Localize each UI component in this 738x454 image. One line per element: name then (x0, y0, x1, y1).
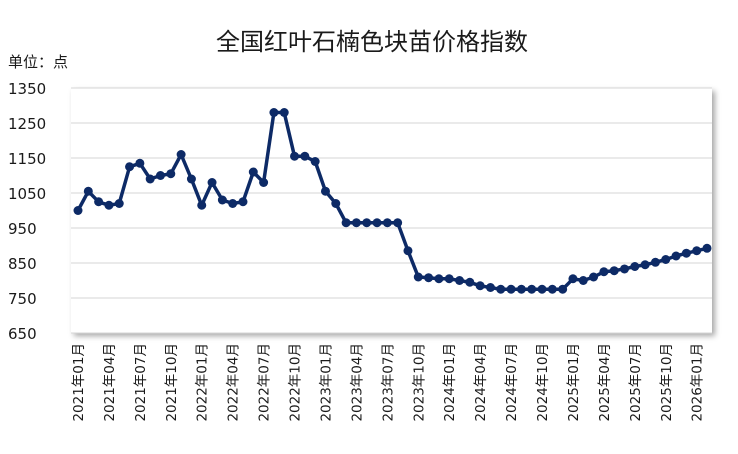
data-point (413, 272, 423, 282)
data-point (589, 272, 599, 282)
x-tick-label: 2022年07月 (257, 343, 273, 422)
data-point (692, 246, 702, 256)
x-tick-label: 2024年01月 (442, 343, 458, 422)
data-point (496, 284, 506, 294)
data-point (135, 158, 145, 168)
x-tick-label: 2022年10月 (288, 343, 304, 422)
x-tick-label: 2023年07月 (380, 343, 396, 422)
x-tick-label: 2022年04月 (226, 343, 242, 422)
data-point (702, 243, 712, 253)
y-tick-label: 650 (8, 325, 37, 343)
x-tick-label: 2023年10月 (411, 343, 427, 422)
data-point (485, 283, 495, 292)
data-point (145, 174, 155, 184)
x-tick-label: 2021年10月 (164, 343, 180, 422)
data-point (83, 186, 93, 196)
y-tick-label: 850 (8, 255, 37, 273)
x-tick-label: 2025年01月 (566, 343, 582, 422)
data-point (506, 284, 516, 294)
data-point (186, 174, 196, 184)
data-point (650, 257, 660, 267)
data-point (661, 255, 671, 264)
x-tick-label: 2025年04月 (597, 343, 613, 422)
data-point (403, 246, 413, 256)
x-tick-label: 2026年01月 (690, 343, 706, 422)
data-point (465, 277, 475, 287)
data-point (640, 260, 650, 270)
data-point (259, 178, 269, 187)
data-point (681, 248, 691, 258)
data-point (393, 218, 403, 228)
data-point (73, 206, 83, 215)
y-tick-label: 1150 (8, 150, 46, 168)
data-point (207, 178, 217, 187)
x-tick-label: 2025年07月 (628, 343, 644, 422)
data-point (527, 284, 537, 294)
data-point (104, 200, 114, 210)
data-point (114, 199, 124, 208)
data-point (620, 264, 630, 274)
y-tick-label: 950 (8, 220, 37, 238)
x-tick-label: 2025年10月 (659, 343, 675, 422)
data-point (341, 218, 351, 228)
series-group (73, 108, 712, 294)
data-point (455, 276, 465, 285)
data-point (382, 218, 392, 228)
data-point (331, 199, 341, 208)
data-point (279, 108, 289, 117)
data-point (372, 218, 382, 228)
data-point (547, 284, 557, 294)
x-tick-label: 2023年04月 (349, 343, 365, 422)
data-point (568, 274, 578, 284)
data-point (537, 284, 547, 294)
data-point (217, 195, 227, 205)
x-tick-label: 2023年01月 (318, 343, 334, 422)
data-point (197, 200, 207, 210)
y-tick-label: 750 (8, 290, 37, 308)
data-point (475, 281, 485, 291)
plot-area (71, 88, 712, 333)
data-point (300, 151, 310, 161)
data-point (238, 197, 248, 207)
data-point (599, 267, 609, 277)
data-point (248, 167, 258, 177)
x-tick-label: 2021年07月 (133, 343, 149, 422)
data-point (630, 262, 640, 271)
data-point (290, 151, 300, 161)
data-point (310, 157, 320, 166)
data-point (424, 273, 434, 283)
y-tick-label: 1350 (8, 80, 46, 98)
data-point (228, 199, 238, 208)
data-point (578, 276, 588, 285)
x-tick-label: 2024年04月 (473, 343, 489, 422)
data-point (351, 218, 361, 228)
x-tick-label: 2024年07月 (504, 343, 520, 422)
data-point (155, 171, 165, 180)
data-point (444, 274, 454, 284)
data-point (269, 108, 279, 117)
data-point (434, 274, 444, 284)
y-tick-label: 1050 (8, 185, 46, 203)
x-tick-label: 2021年04月 (102, 343, 118, 422)
data-point (176, 150, 186, 159)
y-tick-label: 1250 (8, 115, 46, 133)
data-point (125, 162, 135, 172)
data-point (671, 251, 681, 261)
x-tick-label: 2024年10月 (535, 343, 551, 422)
data-point (609, 266, 619, 276)
x-axis-ticks: 2021年01月 2021年04月 2021年07月 2021年10月 2022年01月… (71, 343, 706, 422)
x-tick-label: 2021年01月 (71, 343, 87, 422)
data-point (320, 186, 330, 196)
data-point (166, 169, 176, 179)
unit-label: 单位：点 (8, 53, 68, 71)
data-point (558, 284, 568, 294)
data-point (362, 218, 372, 228)
data-point (94, 197, 104, 207)
data-point (516, 284, 526, 294)
x-tick-label: 2022年01月 (195, 343, 211, 422)
y-axis-ticks: 650 750 850 950 1050 1150 1250 1350 (8, 80, 46, 343)
chart-title: 全国红叶石楠色块苗价格指数 (216, 28, 528, 56)
